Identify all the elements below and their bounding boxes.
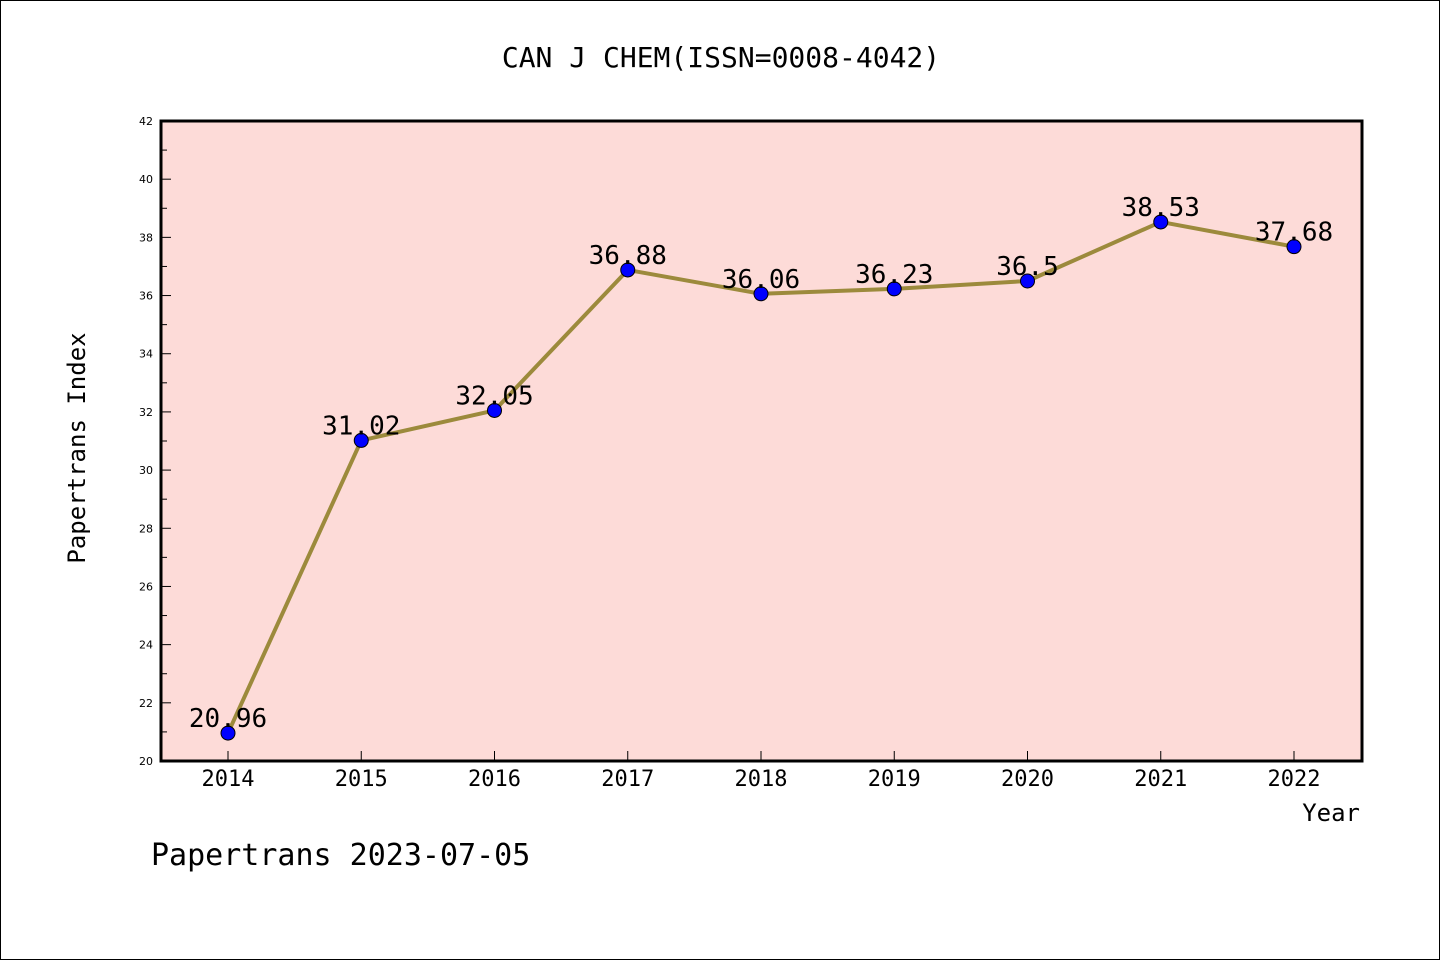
- chart-title: CAN J CHEM(ISSN=0008-4042): [502, 41, 940, 74]
- series-markers: [220, 214, 1302, 741]
- footer-caption: Papertrans 2023-07-05: [151, 838, 530, 873]
- plot-border: [159, 119, 1364, 763]
- x-axis: 2014 2015 2016 2017 2018 2019 2020 2021 2022: [202, 751, 1321, 792]
- y-tick-label: 26: [139, 580, 153, 593]
- data-label: 31.02: [322, 411, 400, 441]
- y-tick-label: 30: [139, 464, 153, 477]
- y-tick-label: 24: [139, 639, 153, 652]
- data-point-marker: [1286, 239, 1302, 255]
- data-point-marker: [753, 286, 769, 302]
- x-tick-label: 2019: [868, 767, 921, 792]
- data-label: 32.05: [455, 381, 533, 411]
- data-label: 36.23: [855, 260, 933, 290]
- x-tick-label: 2020: [1001, 767, 1054, 792]
- y-tick-label: 28: [139, 522, 153, 535]
- y-tick-label: 40: [139, 173, 153, 186]
- data-label: 20.96: [189, 704, 267, 734]
- x-tick-label: 2014: [202, 767, 255, 792]
- x-tick-label: 2015: [335, 767, 388, 792]
- data-point-marker: [353, 432, 369, 448]
- data-point-marker: [1020, 273, 1035, 289]
- data-label: 36.06: [722, 265, 800, 295]
- y-tick-label: 22: [139, 697, 153, 710]
- data-label: 38.53: [1122, 193, 1200, 223]
- data-label: 36.5: [996, 252, 1059, 282]
- y-tick-label: 38: [139, 231, 153, 244]
- y-tick-label: 42: [139, 115, 153, 128]
- data-label: 37.68: [1255, 218, 1333, 248]
- x-tick-label: 2016: [468, 767, 521, 792]
- data-point-marker: [487, 402, 502, 418]
- y-tick-label: 36: [139, 290, 153, 303]
- data-point-marker: [620, 262, 636, 278]
- x-tick-label: 2021: [1134, 767, 1187, 792]
- data-point-marker: [220, 725, 236, 741]
- y-axis: 20 22 24 26 28 30 32 34 36 38 40 42: [139, 115, 171, 768]
- x-tick-label: 2022: [1268, 767, 1321, 792]
- y-tick-label: 20: [139, 755, 153, 768]
- data-point-marker: [886, 281, 902, 297]
- x-tick-label: 2017: [601, 767, 654, 792]
- y-axis-label: Papertrans Index: [63, 332, 91, 563]
- y-tick-label: 34: [139, 348, 153, 361]
- x-tick-label: 2018: [735, 767, 788, 792]
- data-point-marker: [1153, 214, 1169, 230]
- data-labels: 20.96 31.02 32.05 36.88 36.06 36.23 36.5 38.53 3…: [189, 193, 1333, 734]
- x-axis-label: Year: [1302, 799, 1360, 827]
- y-tick-label: 32: [139, 406, 153, 419]
- data-label: 36.88: [589, 241, 667, 271]
